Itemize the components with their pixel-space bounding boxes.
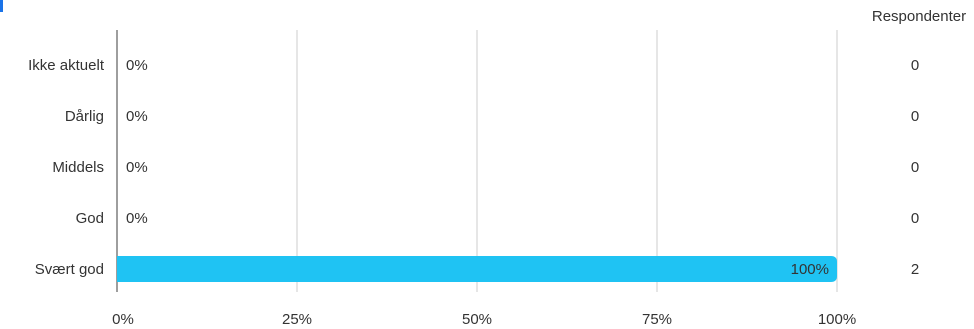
x-axis-ticks: 0% 25% 50% 75% 100% (112, 311, 856, 328)
value-label: 0% (126, 210, 148, 227)
respondents-header: Respondenter (872, 8, 966, 25)
category-label: Middels (52, 159, 104, 176)
x-tick-label: 25% (282, 311, 312, 328)
category-label: Ikke aktuelt (28, 57, 105, 74)
value-label: 0% (126, 57, 148, 74)
respondents-count: 0 (911, 159, 919, 176)
x-tick-label: 75% (642, 311, 672, 328)
value-labels: 0% 0% 0% 0% 100% (126, 57, 829, 278)
x-tick-label: 0% (112, 311, 134, 328)
value-label: 0% (126, 108, 148, 125)
x-tick-label: 50% (462, 311, 492, 328)
respondents-count: 0 (911, 210, 919, 227)
respondents-count: 0 (911, 57, 919, 74)
respondents-count: 0 (911, 108, 919, 125)
bars (117, 256, 837, 282)
value-label: 0% (126, 159, 148, 176)
value-label: 100% (791, 261, 829, 278)
bar (117, 256, 837, 282)
category-label: Dårlig (65, 108, 104, 125)
respondents-column: Respondenter 0 0 0 0 2 (872, 8, 966, 278)
category-label: Svært god (35, 261, 104, 278)
category-labels: Ikke aktuelt Dårlig Middels God Svært god (28, 57, 105, 278)
corner-accent (0, 0, 3, 12)
gridlines (116, 30, 838, 292)
respondents-count: 2 (911, 261, 919, 278)
category-label: God (76, 210, 104, 227)
x-tick-label: 100% (818, 311, 856, 328)
